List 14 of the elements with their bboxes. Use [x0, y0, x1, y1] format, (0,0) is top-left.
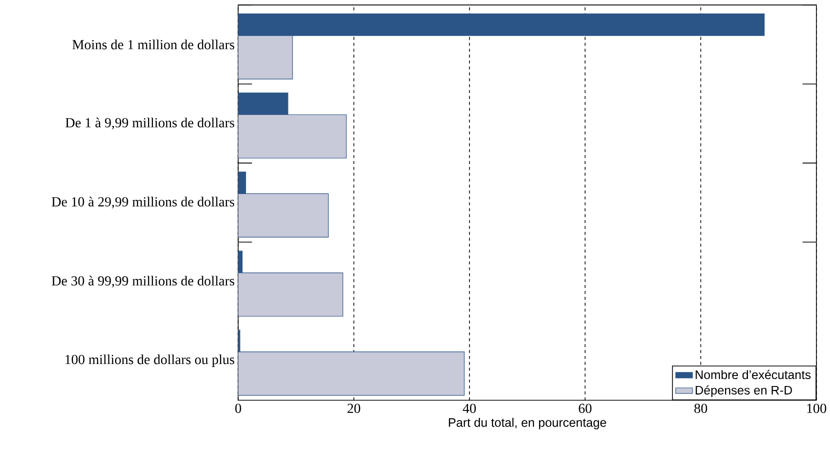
- x-axis-title: Part du total, en pourcentage: [448, 418, 606, 430]
- legend-label: Dépenses en R-D: [696, 386, 792, 398]
- x-tick-label: 100: [807, 404, 826, 414]
- y-tick-label: Moins de 1 million de dollars: [72, 40, 234, 50]
- x-tick-label: 40: [462, 404, 476, 414]
- legend-label: Nombre d’exécutants: [696, 370, 811, 380]
- x-tick-label: 60: [578, 404, 592, 414]
- y-tick-label: De 30 à 99,99 millions de dollars: [52, 276, 234, 288]
- y-tick-label: De 1 à 9,99 millions de dollars: [66, 118, 234, 130]
- x-tick-label: 20: [348, 404, 360, 414]
- x-tick-label: 0: [235, 404, 242, 414]
- y-tick-label: De 10 à 29,99 millions de dollars: [52, 196, 234, 209]
- x-tick-label: 80: [694, 404, 708, 414]
- y-tick-label: 100 millions de dollars ou plus: [66, 354, 234, 368]
